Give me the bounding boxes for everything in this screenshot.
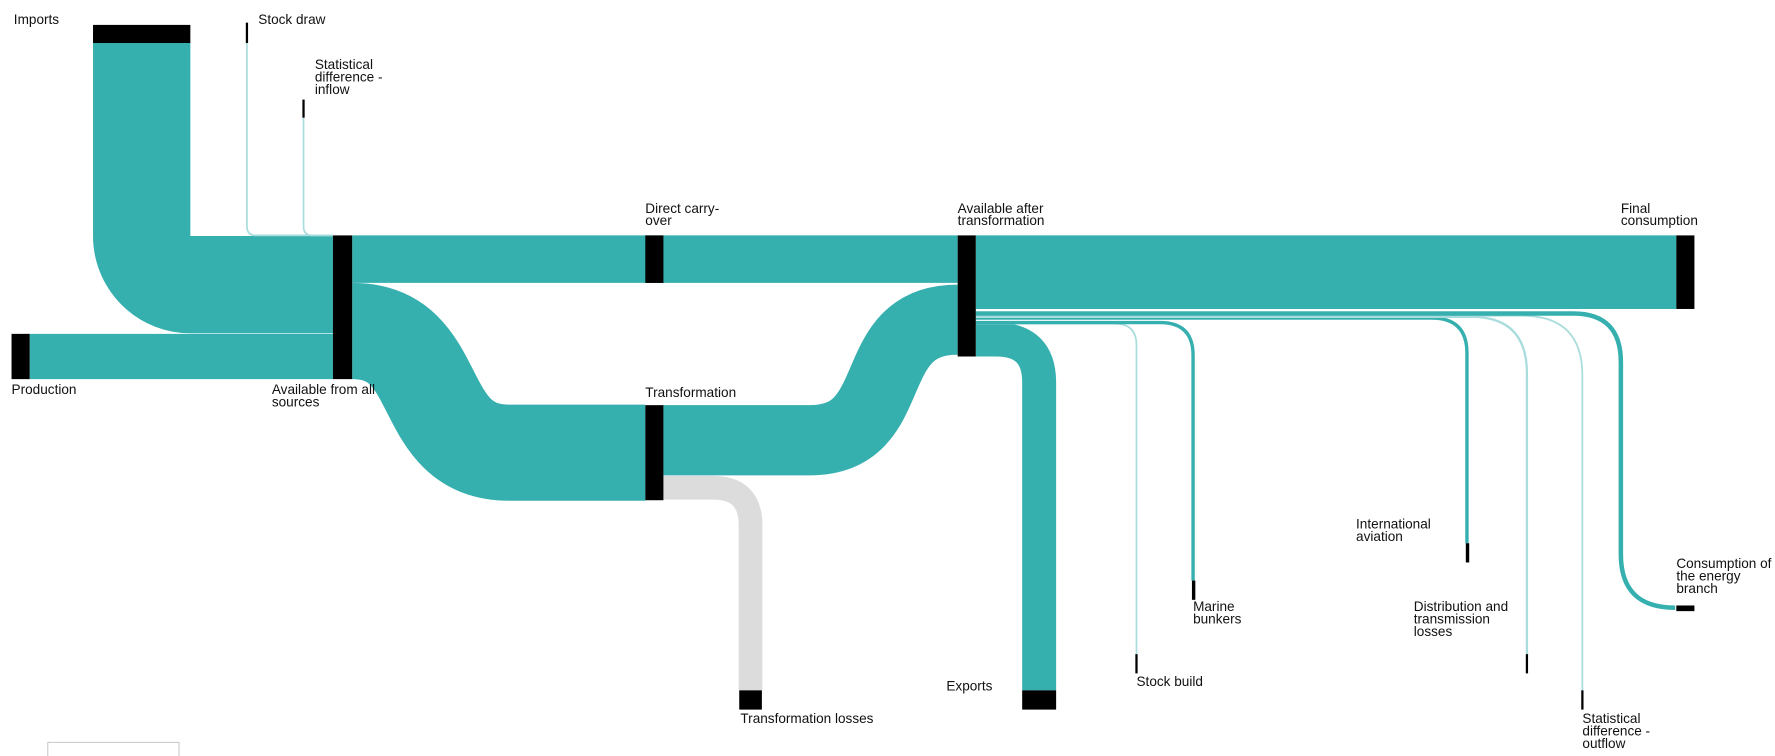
node-bar bbox=[1465, 543, 1470, 563]
node-label: Consumption of the energy branch bbox=[1676, 555, 1772, 597]
node-label: International aviation bbox=[1356, 516, 1431, 545]
node-bar bbox=[1135, 654, 1138, 674]
flow bbox=[975, 322, 1057, 691]
node-bar bbox=[93, 24, 191, 44]
flow bbox=[975, 314, 1584, 691]
node-bar bbox=[957, 235, 976, 357]
node-label: Final consumption bbox=[1620, 200, 1698, 229]
node-bar bbox=[1022, 690, 1057, 710]
node-label: Stock draw bbox=[258, 11, 326, 28]
flow bbox=[663, 475, 763, 691]
node-label: Statistical difference - inflow bbox=[314, 56, 383, 98]
flow bbox=[246, 43, 333, 237]
node-label: Statistical difference - outflow bbox=[1582, 710, 1651, 752]
flow bbox=[302, 117, 333, 237]
node-bar bbox=[332, 235, 353, 380]
node-bar bbox=[645, 235, 664, 283]
node-label: Exports bbox=[946, 677, 993, 694]
node-label: Transformation bbox=[645, 384, 737, 401]
node-label: Available from all sources bbox=[271, 381, 376, 410]
node-bar bbox=[1676, 605, 1695, 612]
node-label: Imports bbox=[13, 11, 60, 28]
node-label: Stock build bbox=[1136, 673, 1203, 690]
flow bbox=[348, 282, 646, 501]
node-bar bbox=[739, 690, 762, 710]
node-label: Production bbox=[11, 381, 77, 398]
flow bbox=[975, 315, 1529, 655]
flow bbox=[663, 284, 960, 476]
node-bar bbox=[11, 333, 30, 380]
node-bar bbox=[1676, 235, 1695, 309]
node-label: Available after transformation bbox=[957, 200, 1045, 229]
nodes bbox=[11, 22, 1695, 710]
node-bar bbox=[1581, 690, 1584, 710]
flow bbox=[975, 316, 1469, 544]
flow bbox=[975, 311, 1676, 611]
node-bar bbox=[1191, 580, 1196, 600]
control-box[interactable] bbox=[47, 741, 180, 756]
node-label: Transformation losses bbox=[740, 710, 874, 727]
node-bar bbox=[1525, 654, 1529, 674]
flow bbox=[975, 320, 1195, 581]
node-bar bbox=[302, 99, 305, 118]
node-label: Distribution and transmission losses bbox=[1413, 598, 1509, 640]
node-label: Direct carry-over bbox=[645, 200, 720, 229]
flow bbox=[93, 43, 333, 334]
node-label: Marine bunkers bbox=[1193, 598, 1242, 627]
node-bar bbox=[245, 22, 249, 44]
node-bar bbox=[645, 405, 664, 501]
